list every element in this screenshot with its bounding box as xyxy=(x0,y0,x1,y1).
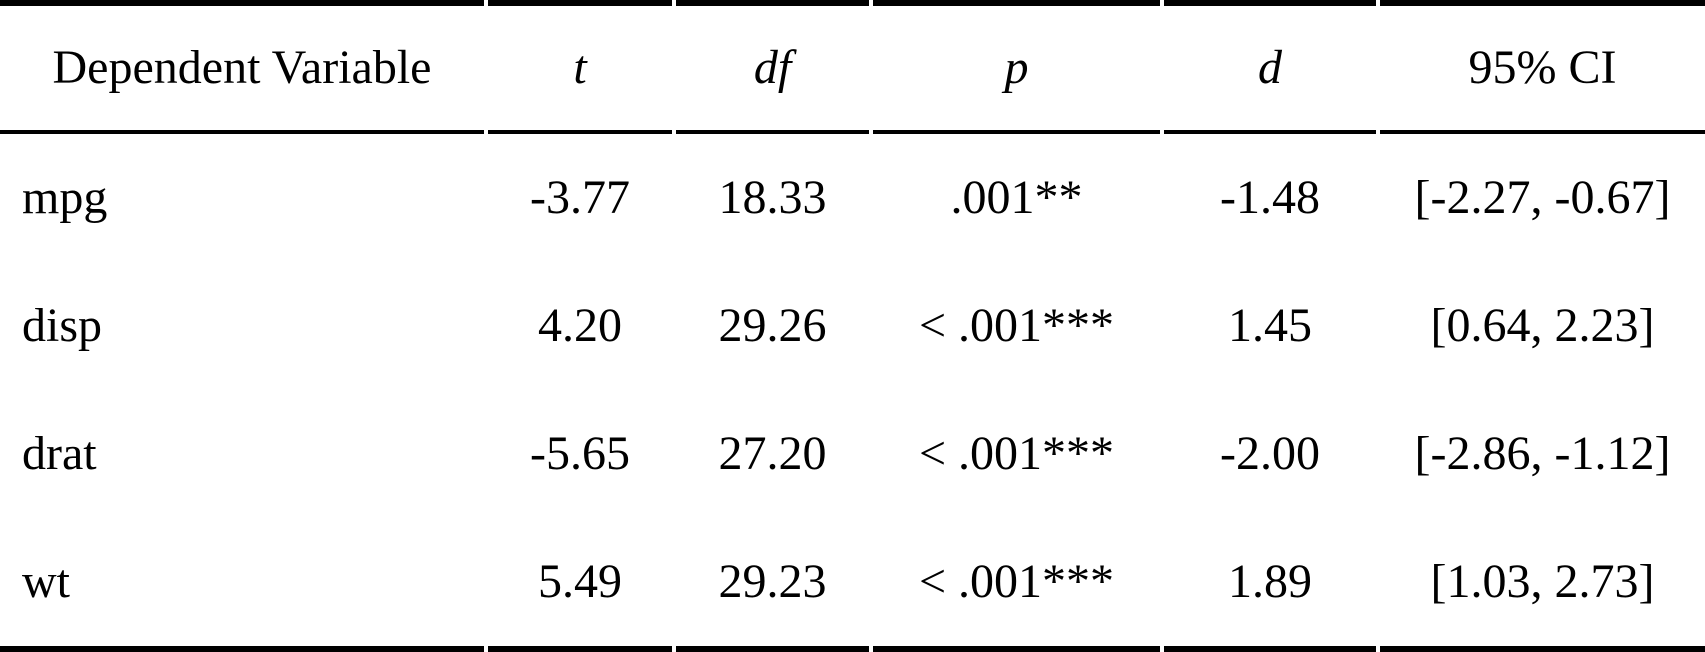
table-row-drat: drat -5.65 27.20 < .001*** -2.00 [-2.86,… xyxy=(0,390,1705,518)
cell-mpg-df: 18.33 xyxy=(718,171,827,224)
cell-drat-p: < .001*** xyxy=(918,427,1115,480)
cell-disp-p: < .001*** xyxy=(918,299,1115,352)
cell-drat-ci: [-2.86, -1.12] xyxy=(1414,427,1671,480)
table-body: mpg -3.77 18.33 .001** -1.48 [-2.27, -0.… xyxy=(0,134,1705,652)
header-p: p xyxy=(873,0,1160,134)
cell-wt-p: < .001*** xyxy=(873,518,1160,652)
cell-drat-label: drat xyxy=(22,427,97,480)
cell-drat-df: 27.20 xyxy=(718,427,827,480)
header-t: t xyxy=(488,0,672,134)
table-row-mpg: mpg -3.77 18.33 .001** -1.48 [-2.27, -0.… xyxy=(0,134,1705,262)
table-row-wt: wt 5.49 29.23 < .001*** 1.89 [1.03, 2.73… xyxy=(0,518,1705,652)
cell-disp-df: 29.26 xyxy=(718,299,827,352)
cell-wt-ci: [1.03, 2.73] xyxy=(1380,518,1705,652)
cell-drat-d: -2.00 xyxy=(1220,427,1320,480)
cell-disp-ci: [0.64, 2.23] xyxy=(1430,299,1655,352)
table-row-disp: disp 4.20 29.26 < .001*** 1.45 [0.64, 2.… xyxy=(0,262,1705,390)
header-dependent-variable: Dependent Variable xyxy=(0,0,484,134)
header-row: Dependent Variable t df p d 95% CI xyxy=(0,0,1705,134)
cell-mpg-p: .001** xyxy=(950,171,1083,224)
cell-mpg-d: -1.48 xyxy=(1220,171,1320,224)
cell-wt-t: 5.49 xyxy=(488,518,672,652)
cell-mpg-t: -3.77 xyxy=(530,171,630,224)
cell-wt-df: 29.23 xyxy=(676,518,869,652)
cell-disp-d: 1.45 xyxy=(1228,299,1312,352)
cell-wt-d: 1.89 xyxy=(1164,518,1376,652)
header-d: d xyxy=(1164,0,1376,134)
table-header: Dependent Variable t df p d 95% CI xyxy=(0,0,1705,134)
cell-drat-t: -5.65 xyxy=(530,427,630,480)
cell-disp-t: 4.20 xyxy=(538,299,622,352)
cell-mpg-ci: [-2.27, -0.67] xyxy=(1414,171,1671,224)
cell-disp-label: disp xyxy=(22,299,103,352)
cell-wt-label: wt xyxy=(0,518,484,652)
header-95-ci: 95% CI xyxy=(1380,0,1705,134)
header-df: df xyxy=(676,0,869,134)
cell-mpg-label: mpg xyxy=(22,171,108,224)
